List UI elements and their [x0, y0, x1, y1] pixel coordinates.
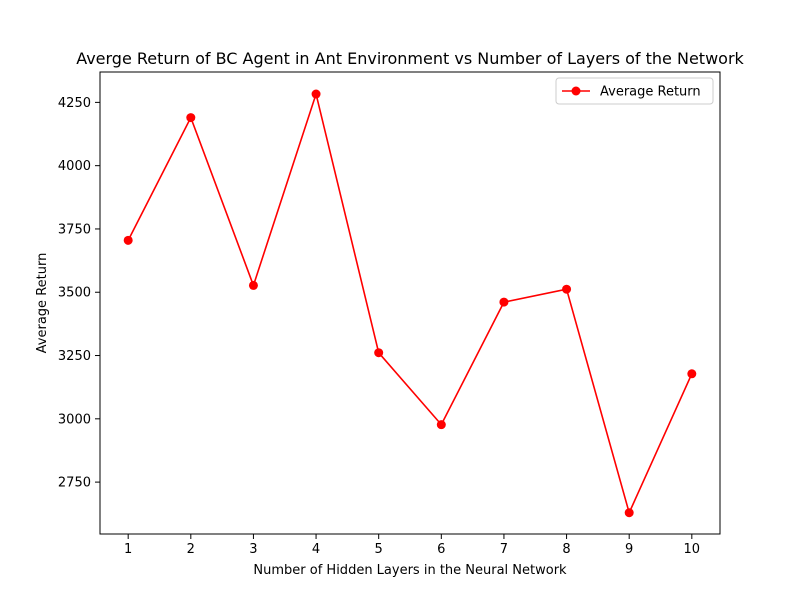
- y-tick-label: 3250: [58, 349, 91, 364]
- legend: Average Return: [555, 77, 714, 105]
- data-point-10: [687, 369, 697, 379]
- y-tick-label: 3000: [58, 412, 91, 427]
- y-tick-label: 2750: [58, 476, 91, 491]
- legend-entry-average-return: Average Return: [600, 85, 701, 100]
- x-tick-label: 7: [500, 542, 508, 557]
- x-axis: 1 2 3 4 5 6 7 8 9 10: [124, 534, 700, 557]
- y-tick-label: 3750: [58, 222, 91, 237]
- data-point-9: [624, 508, 634, 518]
- x-tick-label: 3: [249, 542, 257, 557]
- x-tick-label: 10: [684, 542, 701, 557]
- series-line-average-return: [127, 91, 693, 516]
- x-tick-label: 1: [124, 542, 132, 557]
- series-markers: [123, 89, 697, 518]
- x-tick-label: 4: [312, 542, 320, 557]
- plot-area: [99, 71, 721, 535]
- x-axis-label: Number of Hidden Layers in the Neural Ne…: [253, 563, 567, 578]
- y-axis-label: Average Return: [35, 253, 50, 354]
- data-point-5: [374, 348, 384, 358]
- data-point-8: [562, 284, 572, 294]
- x-tick-label: 5: [375, 542, 383, 557]
- y-tick-label: 3500: [58, 286, 91, 301]
- data-point-3: [248, 280, 258, 290]
- y-axis: 2750 3000 3250 3500 3750 4000 4250: [58, 96, 100, 491]
- data-point-1: [123, 235, 133, 245]
- x-tick-label: 2: [187, 542, 195, 557]
- data-point-7: [499, 297, 509, 307]
- data-point-2: [186, 113, 196, 123]
- legend-box: [555, 77, 714, 105]
- x-tick-label: 9: [625, 542, 633, 557]
- chart-title: Averge Return of BC Agent in Ant Environ…: [76, 49, 744, 68]
- data-point-4: [311, 89, 321, 99]
- x-tick-label: 6: [437, 542, 445, 557]
- legend-marker-swatch: [571, 86, 581, 96]
- y-tick-label: 4000: [58, 159, 91, 174]
- data-point-6: [436, 420, 446, 430]
- y-tick-label: 4250: [58, 96, 91, 111]
- x-tick-label: 8: [562, 542, 570, 557]
